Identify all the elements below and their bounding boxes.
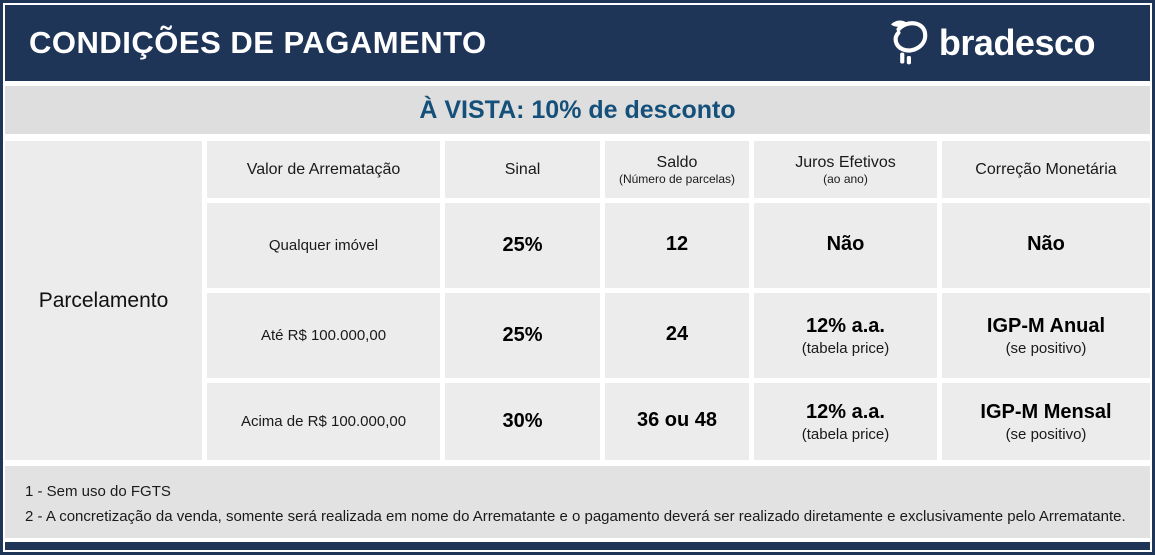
cell-juros-row1: Não (754, 203, 937, 288)
cell-saldo-row2: 24 (605, 293, 749, 378)
footnote-2: 2 - A concretização da venda, somente se… (25, 508, 1126, 525)
column-header-valor-de-arrematacao: Valor de Arrematação (207, 141, 440, 198)
cell-correcao-row1: Não (942, 203, 1150, 288)
footnotes: 1 - Sem uso do FGTS 2 - A concretização … (5, 466, 1150, 538)
footnote-1: 1 - Sem uso do FGTS (25, 483, 171, 500)
payment-table: Parcelamento Valor de Arrematação Sinal … (5, 141, 1150, 460)
cell-valor-row1: Qualquer imóvel (207, 203, 440, 288)
cell-sinal-row3: 30% (445, 383, 600, 460)
avista-banner: À VISTA: 10% de desconto (5, 86, 1150, 134)
cell-valor-row3: Acima de R$ 100.000,00 (207, 383, 440, 460)
cell-correcao-row3: IGP-M Mensal (se positivo) (942, 383, 1150, 460)
bottom-bar (5, 542, 1150, 550)
cell-juros-row2: 12% a.a. (tabela price) (754, 293, 937, 378)
cell-juros-row3: 12% a.a. (tabela price) (754, 383, 937, 460)
cell-saldo-row3: 36 ou 48 (605, 383, 749, 460)
cell-sinal-row1: 25% (445, 203, 600, 288)
avista-text: À VISTA: 10% de desconto (419, 95, 736, 124)
cell-saldo-row1: 12 (605, 203, 749, 288)
header-bar: CONDIÇÕES DE PAGAMENTO bradesco (5, 5, 1150, 81)
page-title: CONDIÇÕES DE PAGAMENTO (29, 25, 487, 60)
column-header-saldo: Saldo (Número de parcelas) (605, 141, 749, 198)
cell-correcao-row2: IGP-M Anual (se positivo) (942, 293, 1150, 378)
column-header-correcao-monetaria: Correção Monetária (942, 141, 1150, 198)
bradesco-tree-icon (881, 14, 931, 73)
cell-valor-row2: Até R$ 100.000,00 (207, 293, 440, 378)
column-header-juros-efetivos: Juros Efetivos (ao ano) (754, 141, 937, 198)
bradesco-logo-text: bradesco (938, 22, 1096, 63)
cell-sinal-row2: 25% (445, 293, 600, 378)
bradesco-logo: bradesco (881, 14, 1096, 73)
column-header-sinal: Sinal (445, 141, 600, 198)
row-group-label-parcelamento: Parcelamento (5, 141, 202, 460)
